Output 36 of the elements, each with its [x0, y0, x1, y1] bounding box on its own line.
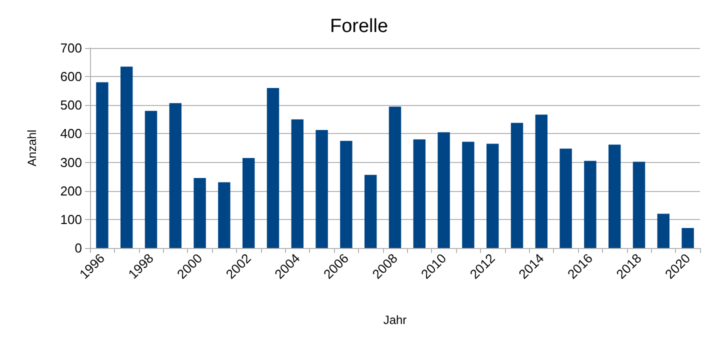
chart-title: Forelle: [330, 16, 388, 37]
bar: [560, 148, 572, 248]
x-axis-title: Jahr: [383, 313, 407, 327]
bar: [316, 130, 328, 248]
y-tick-label: 100: [60, 212, 82, 227]
bar: [340, 140, 352, 248]
bar: [584, 160, 596, 248]
y-tick-label: 600: [60, 69, 82, 84]
y-tick-label: 400: [60, 126, 82, 142]
y-tick-label: 300: [60, 154, 82, 170]
bar: [462, 142, 474, 248]
bar: [608, 144, 621, 248]
bar: [96, 82, 108, 248]
bar: [266, 88, 280, 248]
bar: [682, 228, 694, 248]
bar: [388, 106, 402, 248]
bar: [144, 110, 158, 248]
bar: [510, 122, 524, 248]
bar: [169, 103, 182, 248]
bar: [535, 114, 548, 248]
y-tick-label: 200: [60, 183, 82, 198]
bar: [194, 178, 206, 248]
bar: [364, 174, 377, 248]
y-axis-title: Anzahl: [25, 130, 39, 166]
bar: [413, 139, 426, 248]
y-tick-label: 700: [60, 40, 82, 56]
bar: [218, 182, 230, 248]
y-tick-label: 0: [74, 240, 82, 256]
bar: [120, 66, 133, 248]
bar: [632, 162, 646, 248]
y-tick-label: 500: [60, 98, 82, 113]
bar: [242, 158, 255, 248]
bar: [438, 132, 450, 248]
bar: [486, 144, 499, 248]
bar: [657, 214, 670, 248]
bar: [291, 119, 304, 248]
